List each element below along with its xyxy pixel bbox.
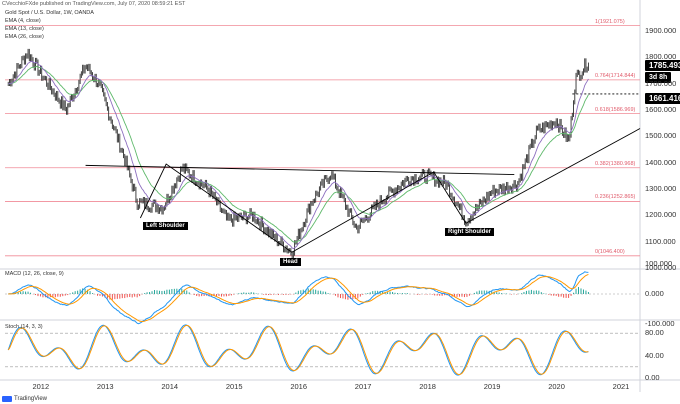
instrument-title: Gold Spot / U.S. Dollar, 1W, OANDA bbox=[5, 10, 94, 16]
price-tick: 1200.000 bbox=[645, 210, 677, 220]
price-tick: 1300.000 bbox=[645, 184, 677, 194]
left-shoulder-label: Left Shoulder bbox=[143, 222, 188, 230]
price-tick: 1500.000 bbox=[645, 131, 677, 141]
time-tick: 2016 bbox=[290, 382, 307, 391]
time-tick: 2021 bbox=[612, 382, 630, 391]
uptrend-line bbox=[465, 128, 641, 224]
publisher-line: CVecchioFXde published on TradingView.co… bbox=[2, 1, 186, 7]
macd-tick: -100.000 bbox=[645, 319, 675, 328]
time-tick: 2018 bbox=[419, 382, 436, 391]
time-tick: 2013 bbox=[96, 382, 114, 391]
price-tick: 1100.000 bbox=[645, 236, 676, 246]
price-tick: 1400.000 bbox=[645, 157, 677, 167]
stoch-tick: 80.00 bbox=[645, 328, 664, 338]
fib-label: 1(1921.075) bbox=[595, 18, 625, 25]
head-shoulders-outline bbox=[139, 163, 467, 253]
time-tick: 2015 bbox=[225, 382, 243, 391]
price-tick: 1900.000 bbox=[645, 26, 677, 36]
ema-legend-1: EMA (4, close) bbox=[5, 18, 41, 24]
price-tick: 1000.000 bbox=[645, 263, 677, 272]
stoch-tick: 0.00 bbox=[645, 373, 660, 382]
macd-legend: MACD (12, 26, close, 9) bbox=[5, 271, 64, 277]
stoch-legend: Stoch (14, 3, 3) bbox=[5, 324, 43, 330]
neckline bbox=[85, 164, 515, 176]
level-tag: 1661.416 bbox=[645, 93, 680, 104]
time-tick: 2020 bbox=[548, 382, 565, 391]
ema-legend-2: EMA (13, close) bbox=[5, 26, 44, 32]
fib-label: 0.382(1380.968) bbox=[595, 160, 636, 167]
ema-26-line bbox=[8, 65, 589, 243]
main-legend: Gold Spot / U.S. Dollar, 1W, OANDA EMA (… bbox=[5, 9, 94, 41]
time-tick: 2017 bbox=[354, 382, 372, 391]
fib-label: 0.236(1252.865) bbox=[595, 194, 636, 201]
tradingview-logo[interactable]: TradingView bbox=[2, 396, 47, 402]
time-tick: 2012 bbox=[32, 382, 50, 391]
fib-label: 0.618(1586.969) bbox=[595, 106, 636, 113]
stoch-d-line bbox=[7, 324, 589, 376]
time-tick: 2014 bbox=[161, 382, 179, 391]
stoch-tick: 40.00 bbox=[645, 350, 664, 360]
right-shoulder-label: Right Shoulder bbox=[445, 228, 494, 236]
price-tick: 1800.000 bbox=[645, 52, 677, 62]
tradingview-brand: TradingView bbox=[14, 396, 48, 402]
fib-label: 0.764(1714.844) bbox=[595, 72, 636, 79]
signal-line bbox=[8, 273, 589, 323]
macd-line bbox=[8, 271, 589, 325]
head-label: Head bbox=[280, 258, 301, 266]
fib-label: 0(1046.400) bbox=[595, 248, 625, 255]
ema-legend-3: EMA (26, close) bbox=[5, 34, 44, 40]
price-tick: 1700.000 bbox=[645, 78, 677, 88]
time-tick: 2019 bbox=[483, 382, 501, 391]
ema-13-line bbox=[8, 60, 589, 250]
price-tick: 1600.000 bbox=[645, 105, 677, 115]
last-price-tag: 1785.493 bbox=[645, 60, 680, 71]
tradingview-icon bbox=[2, 396, 12, 402]
macd-tick: 0.000 bbox=[645, 289, 664, 298]
countdown-tag: 3d 8h bbox=[645, 72, 672, 83]
macd-tick: 100.000 bbox=[645, 259, 673, 268]
